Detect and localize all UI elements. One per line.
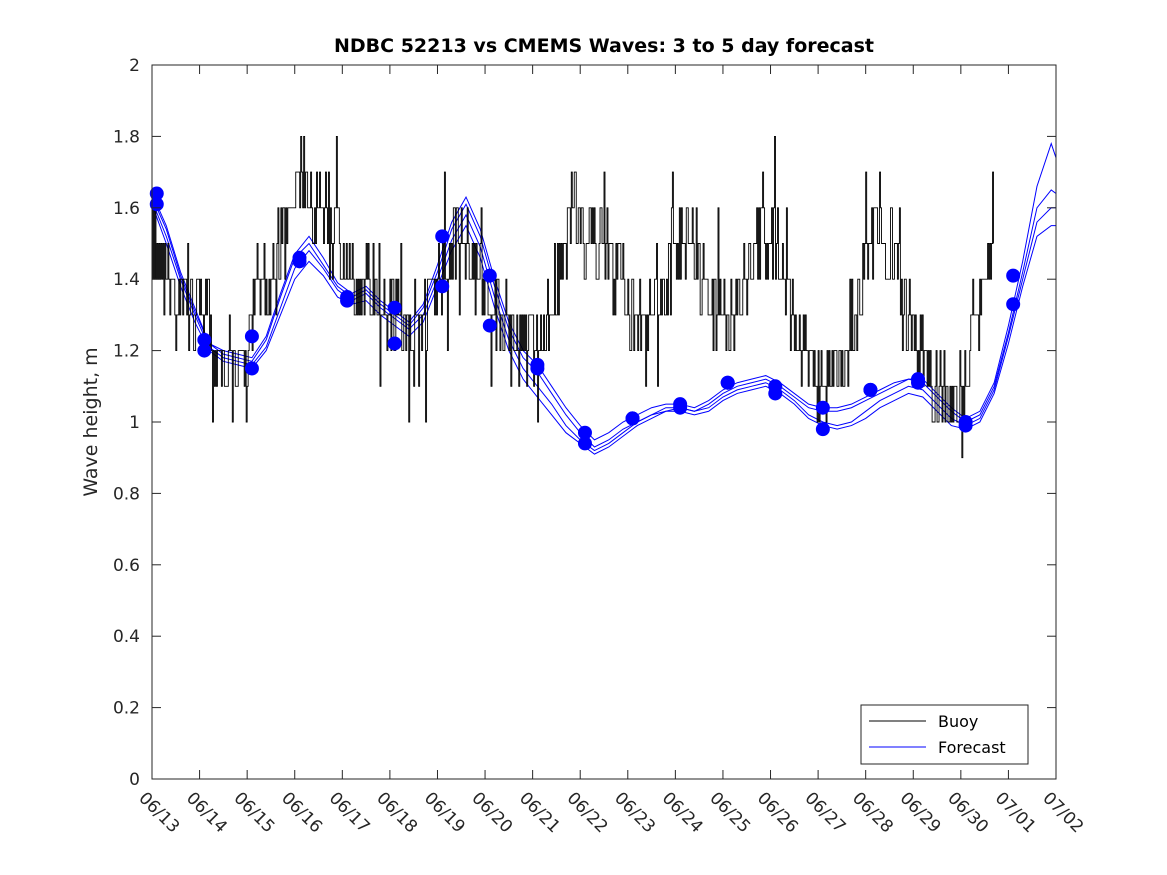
forecast-marker-layer — [149, 186, 1021, 451]
y-tick-label: 1.2 — [113, 342, 140, 362]
y-tick-label: 0.2 — [113, 699, 140, 719]
legend-buoy-label: Buoy — [938, 712, 978, 731]
chart-title: NDBC 52213 vs CMEMS Waves: 3 to 5 day fo… — [334, 35, 874, 57]
y-tick-label: 0.8 — [113, 484, 140, 504]
forecast-marker-4 — [197, 343, 212, 358]
forecast-marker-8 — [292, 254, 307, 269]
forecast-marker-22 — [625, 411, 640, 426]
forecast-marker-37 — [1006, 268, 1021, 283]
forecast-marker-26 — [720, 375, 735, 390]
axes — [151, 64, 1057, 780]
y-axis-title: Wave height, m — [80, 347, 102, 496]
buoy-series-layer — [152, 135, 994, 459]
y-tick-label: 1.4 — [113, 270, 140, 290]
forecast-marker-29 — [815, 400, 830, 415]
forecast-marker-12 — [387, 336, 402, 351]
y-tick-labels: 0 0.2 0.4 0.6 0.8 1 1.2 1.4 1.6 1.8 2 — [113, 56, 140, 790]
legend-forecast-label: Forecast — [938, 738, 1006, 757]
y-tick-label: 2 — [129, 56, 140, 76]
forecast-marker-10 — [340, 293, 355, 308]
legend: Buoy Forecast — [860, 704, 1029, 765]
forecast-marker-6 — [244, 361, 259, 376]
forecast-marker-16 — [482, 318, 497, 333]
y-tick-label: 0.4 — [113, 627, 140, 647]
y-tick-label: 0.6 — [113, 556, 140, 576]
forecast-marker-38 — [1006, 297, 1021, 312]
forecast-marker-5 — [244, 329, 259, 344]
buoy-line — [152, 135, 994, 459]
forecast-marker-20 — [577, 436, 592, 451]
forecast-marker-13 — [435, 229, 450, 244]
y-tick-label: 1 — [129, 413, 140, 433]
forecast-marker-28 — [768, 386, 783, 401]
forecast-marker-34 — [911, 375, 926, 390]
forecast-marker-14 — [435, 279, 450, 294]
y-tick-label: 0 — [129, 770, 140, 790]
forecast-marker-30 — [815, 422, 830, 437]
y-tick-label: 1.8 — [113, 127, 140, 147]
forecast-marker-11 — [387, 300, 402, 315]
forecast-marker-15 — [482, 268, 497, 283]
forecast-marker-32 — [863, 382, 878, 397]
plot-series — [149, 135, 1056, 459]
forecast-line-2 — [152, 204, 1056, 455]
forecast-marker-18 — [530, 361, 545, 376]
forecast-marker-36 — [958, 418, 973, 433]
y-tick-label: 1.6 — [113, 199, 140, 219]
forecast-marker-24 — [673, 400, 688, 415]
legend-box — [860, 704, 1029, 765]
